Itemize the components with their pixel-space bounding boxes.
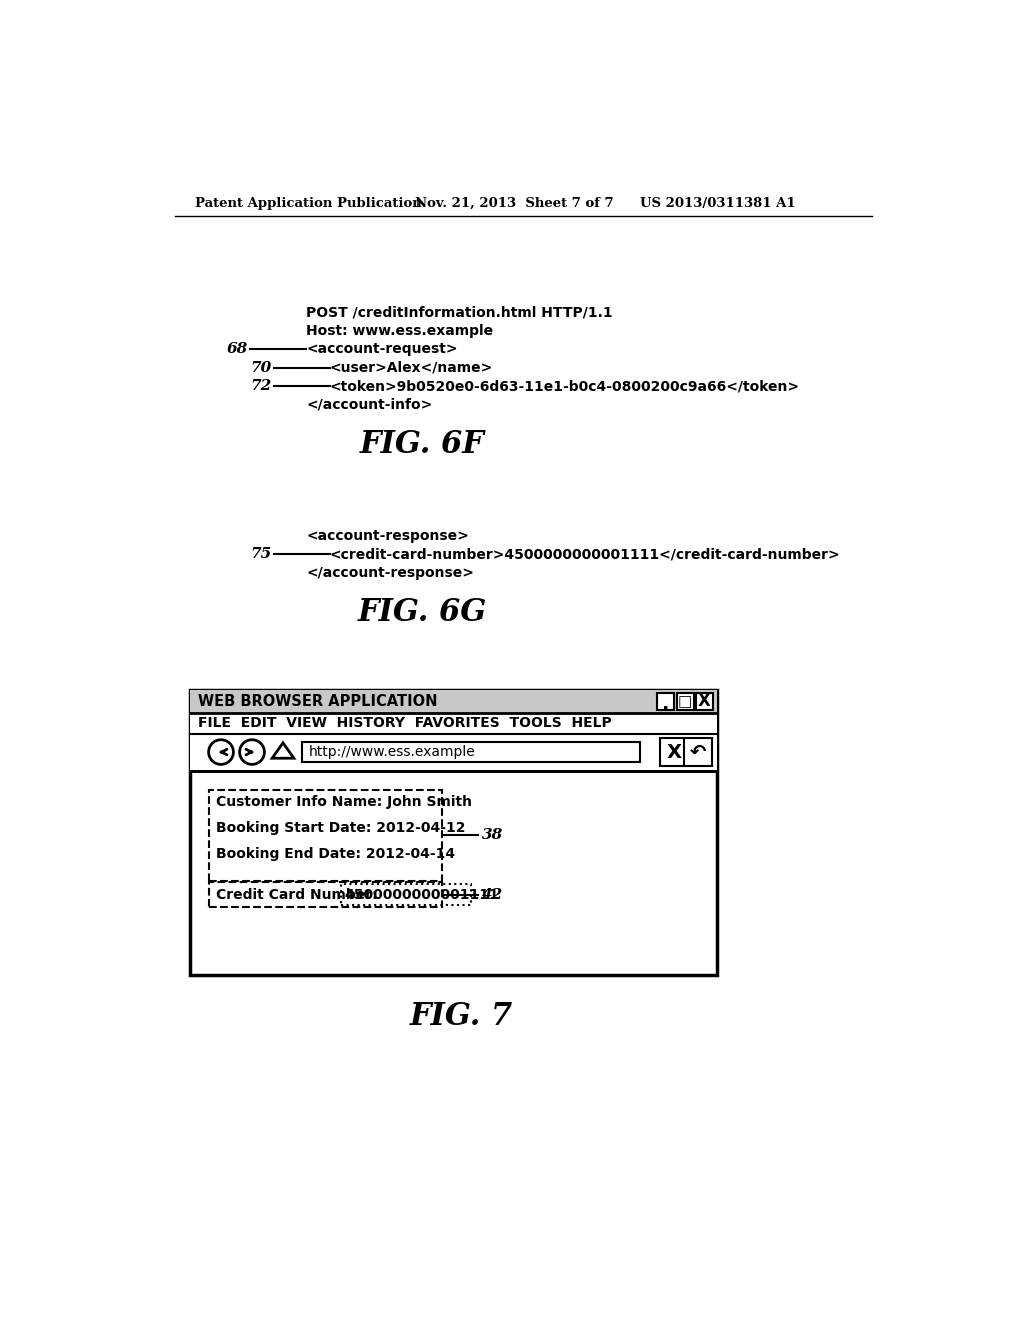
Text: □: □ — [678, 694, 692, 709]
Bar — [684, 738, 712, 766]
Text: 38: 38 — [482, 828, 504, 842]
Text: FIG. 7: FIG. 7 — [410, 1002, 513, 1032]
Bar — [660, 738, 688, 766]
Text: X: X — [698, 692, 711, 710]
Text: <account-response>: <account-response> — [306, 529, 469, 543]
Text: FILE  EDIT  VIEW  HISTORY  FAVORITES  TOOLS  HELP: FILE EDIT VIEW HISTORY FAVORITES TOOLS H… — [198, 717, 611, 730]
Text: FIG. 6F: FIG. 6F — [360, 429, 485, 461]
Bar — [657, 693, 675, 710]
Text: </account-response>: </account-response> — [306, 566, 474, 579]
Text: Booking End Date: 2012-04-14: Booking End Date: 2012-04-14 — [216, 847, 455, 862]
Text: FIG. 6G: FIG. 6G — [357, 597, 487, 628]
Text: WEB BROWSER APPLICATION: WEB BROWSER APPLICATION — [198, 694, 437, 709]
Text: ↶: ↶ — [689, 743, 706, 762]
Bar — [677, 693, 693, 710]
Text: US 2013/0311381 A1: US 2013/0311381 A1 — [640, 197, 795, 210]
Text: 70: 70 — [250, 360, 271, 375]
Text: Nov. 21, 2013  Sheet 7 of 7: Nov. 21, 2013 Sheet 7 of 7 — [415, 197, 613, 210]
Text: <credit-card-number>4500000000001111</credit-card-number>: <credit-card-number>4500000000001111</cr… — [330, 548, 840, 561]
Text: X: X — [667, 743, 682, 762]
Text: Credit Card Number:: Credit Card Number: — [216, 887, 377, 902]
Bar — [302, 742, 640, 762]
Text: Customer Info Name: John Smith: Customer Info Name: John Smith — [216, 795, 472, 809]
Text: http://www.ess.example: http://www.ess.example — [308, 744, 475, 759]
Text: 42: 42 — [482, 887, 504, 902]
Text: 72: 72 — [250, 379, 271, 393]
Text: <token>9b0520e0-6d63-11e1-b0c4-0800200c9a66</token>: <token>9b0520e0-6d63-11e1-b0c4-0800200c9… — [330, 379, 800, 393]
Text: <account-request>: <account-request> — [306, 342, 458, 356]
Bar — [190, 713, 717, 734]
Text: Patent Application Publication: Patent Application Publication — [196, 197, 422, 210]
Text: POST /creditInformation.html HTTP/1.1: POST /creditInformation.html HTTP/1.1 — [306, 305, 613, 319]
Text: Booking Start Date: 2012-04-12: Booking Start Date: 2012-04-12 — [216, 821, 465, 836]
Text: Host: www.ess.example: Host: www.ess.example — [306, 323, 494, 338]
Bar — [341, 884, 471, 906]
Text: <user>Alex</name>: <user>Alex</name> — [330, 360, 493, 375]
Text: 75: 75 — [250, 548, 271, 561]
Bar — [190, 689, 717, 974]
Bar — [209, 789, 442, 880]
Text: 68: 68 — [227, 342, 248, 356]
Text: </account-info>: </account-info> — [306, 397, 432, 412]
Bar — [696, 693, 713, 710]
Bar — [190, 689, 717, 713]
Text: 4500000000001111: 4500000000001111 — [344, 887, 499, 902]
Bar — [209, 882, 442, 907]
Bar — [190, 734, 717, 771]
Text: .: . — [663, 694, 670, 714]
